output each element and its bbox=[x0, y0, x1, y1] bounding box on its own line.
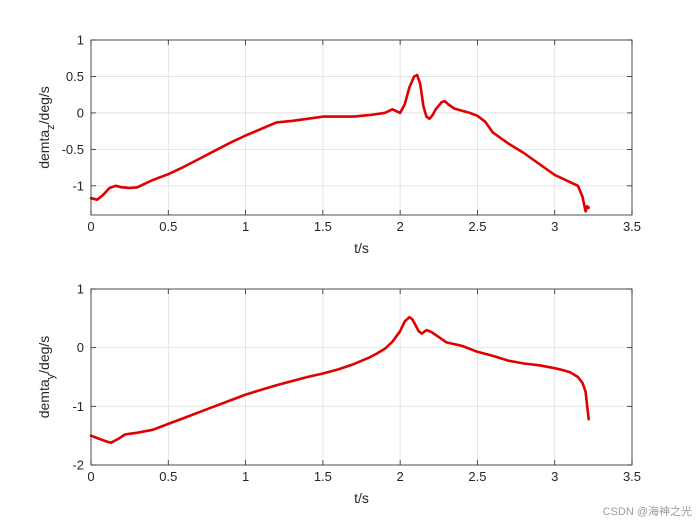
x-tick-label: 1 bbox=[242, 219, 249, 234]
axes-frame bbox=[90, 39, 633, 216]
watermark-text: CSDN @海神之光 bbox=[602, 506, 692, 518]
x-tick-label: 2.5 bbox=[468, 469, 486, 484]
x-tick-label: 2.5 bbox=[468, 219, 486, 234]
x-tick-label: 0.5 bbox=[159, 219, 177, 234]
axes-frame bbox=[90, 288, 633, 466]
x-tick-label: 1.5 bbox=[314, 219, 332, 234]
x-tick-label: 0 bbox=[87, 469, 94, 484]
x-tick-label: 3 bbox=[551, 469, 558, 484]
plot-area bbox=[91, 40, 632, 215]
x-tick-label: 1.5 bbox=[314, 469, 332, 484]
x-tick-label: 2 bbox=[397, 219, 404, 234]
y-tick-label: -1 bbox=[72, 178, 84, 193]
x-tick-label: 2 bbox=[397, 469, 404, 484]
y-axis-label: demtaz/deg/s bbox=[36, 86, 57, 169]
x-axis-label: t/s bbox=[354, 490, 369, 506]
x-axis-label: t/s bbox=[354, 240, 369, 256]
x-tick-label: 3.5 bbox=[623, 219, 641, 234]
y-tick-label: 1 bbox=[77, 33, 84, 48]
x-tick-label: 0.5 bbox=[159, 469, 177, 484]
y-tick-label: 1 bbox=[77, 282, 84, 297]
y-axis-label: demtay/deg/s bbox=[36, 336, 57, 419]
plot-area bbox=[91, 289, 632, 465]
y-tick-label: 0 bbox=[77, 105, 84, 120]
y-tick-label: 0 bbox=[77, 340, 84, 355]
x-tick-label: 0 bbox=[87, 219, 94, 234]
series-line-0 bbox=[89, 315, 590, 444]
x-tick-label: 3 bbox=[551, 219, 558, 234]
bottom-subplot: 0 0.5 1 1.5 2 2.5 3 3.5 1 0 -1 -2 t/s demtay/deg/s bbox=[36, 282, 641, 507]
top-subplot: 0 0.5 1 1.5 2 2.5 3 3.5 1 0.5 0 -0.5 -1 t/s demtaz/deg… bbox=[36, 33, 641, 257]
y-tick-label: 0.5 bbox=[66, 69, 84, 84]
series-line-0 bbox=[89, 73, 590, 213]
x-tick-label: 1 bbox=[242, 469, 249, 484]
x-tick-label: 3.5 bbox=[623, 469, 641, 484]
y-tick-label: -2 bbox=[72, 458, 84, 473]
y-tick-label: -1 bbox=[72, 399, 84, 414]
y-tick-label: -0.5 bbox=[62, 142, 84, 157]
